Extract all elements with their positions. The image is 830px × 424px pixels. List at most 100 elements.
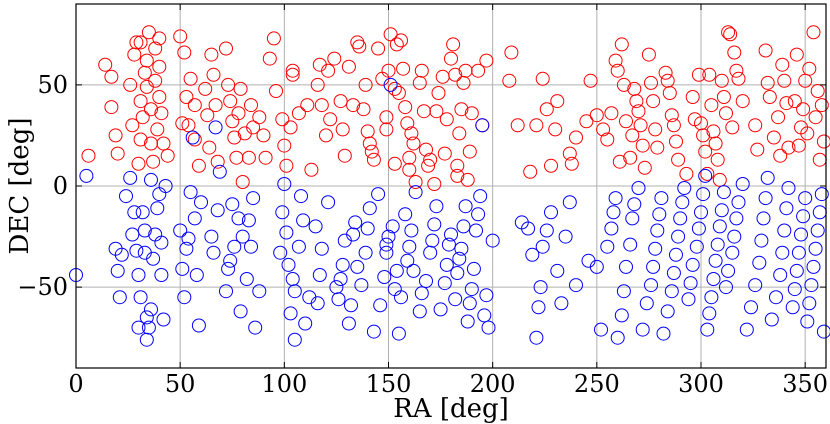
blue-point	[314, 241, 329, 256]
blue-point	[794, 227, 808, 242]
blue-point	[635, 322, 650, 337]
blue-point	[177, 290, 192, 305]
red-point	[604, 106, 619, 121]
red-point	[646, 94, 661, 109]
red-point	[402, 162, 417, 177]
blue-point	[279, 225, 294, 240]
blue-point	[423, 245, 438, 260]
red-point	[387, 156, 402, 171]
red-point	[664, 108, 679, 123]
red-point	[727, 45, 742, 60]
blue-point	[460, 314, 475, 329]
blue-point	[183, 185, 198, 200]
red-point	[787, 94, 802, 109]
red-point	[775, 57, 790, 72]
red-point	[631, 104, 646, 119]
red-point	[633, 118, 648, 133]
blue-point	[800, 314, 815, 329]
red-point	[502, 73, 517, 88]
red-point	[729, 63, 744, 78]
blue-point	[346, 227, 361, 242]
red-point	[327, 51, 342, 66]
blue-point	[194, 195, 208, 210]
blue-point	[287, 332, 302, 347]
red-point	[291, 106, 306, 121]
red-point	[181, 118, 196, 133]
red-point	[394, 33, 408, 48]
red-point	[791, 138, 806, 153]
red-point	[814, 98, 829, 113]
red-point	[529, 118, 544, 133]
red-point	[452, 126, 467, 141]
red-point	[275, 112, 290, 127]
blue-point	[358, 245, 373, 260]
blue-point	[683, 276, 698, 291]
blue-point	[173, 223, 188, 238]
blue-point	[646, 259, 661, 274]
blue-point	[158, 179, 173, 193]
blue-point	[698, 168, 713, 183]
red-point	[404, 126, 419, 141]
red-point	[708, 136, 723, 151]
blue-point	[719, 280, 733, 295]
blue-point	[144, 302, 158, 317]
red-point	[450, 158, 465, 173]
red-point	[750, 142, 765, 157]
red-point	[471, 63, 486, 78]
blue-point	[714, 203, 729, 218]
blue-point	[779, 201, 794, 216]
blue-point	[206, 245, 221, 260]
blue-point	[125, 227, 140, 242]
red-point	[723, 27, 738, 42]
blue-point	[427, 217, 442, 232]
blue-point	[644, 278, 658, 293]
red-point	[400, 116, 415, 131]
red-point	[335, 122, 350, 137]
blue-point	[321, 195, 336, 210]
red-point	[779, 96, 794, 111]
red-point	[252, 110, 267, 125]
blue-point	[433, 302, 448, 317]
blue-point	[354, 278, 369, 293]
blue-point	[227, 239, 242, 254]
blue-point	[785, 300, 800, 315]
red-point	[383, 27, 398, 42]
blue-point	[298, 316, 313, 331]
blue-point	[685, 257, 700, 272]
blue-point	[208, 120, 223, 135]
blue-point	[131, 320, 146, 335]
blue-point	[231, 211, 246, 226]
red-point	[235, 175, 250, 189]
red-point	[141, 25, 156, 40]
blue-point	[808, 241, 823, 256]
red-point	[231, 106, 246, 121]
red-point	[596, 122, 611, 137]
blue-point	[725, 245, 740, 260]
red-point	[379, 110, 394, 125]
blue-point	[712, 219, 727, 234]
blue-point	[441, 237, 456, 252]
blue-point	[558, 229, 573, 244]
red-point	[204, 47, 219, 62]
red-point	[202, 140, 217, 155]
red-point	[625, 128, 640, 143]
blue-point	[394, 290, 408, 305]
blue-point	[360, 221, 375, 236]
blue-point	[131, 268, 146, 282]
blue-point	[760, 170, 775, 185]
red-point	[187, 132, 202, 147]
blue-point	[252, 284, 267, 299]
red-point	[356, 102, 371, 117]
blue-point	[481, 320, 496, 335]
red-point	[156, 136, 171, 151]
red-point	[714, 73, 729, 88]
red-point	[154, 106, 169, 121]
blue-point	[362, 201, 377, 216]
blue-point	[789, 263, 804, 278]
blue-point	[627, 197, 642, 212]
red-point	[600, 132, 615, 147]
red-point	[310, 77, 325, 92]
blue-point	[425, 233, 440, 248]
red-point	[98, 57, 113, 72]
red-point	[619, 114, 633, 129]
